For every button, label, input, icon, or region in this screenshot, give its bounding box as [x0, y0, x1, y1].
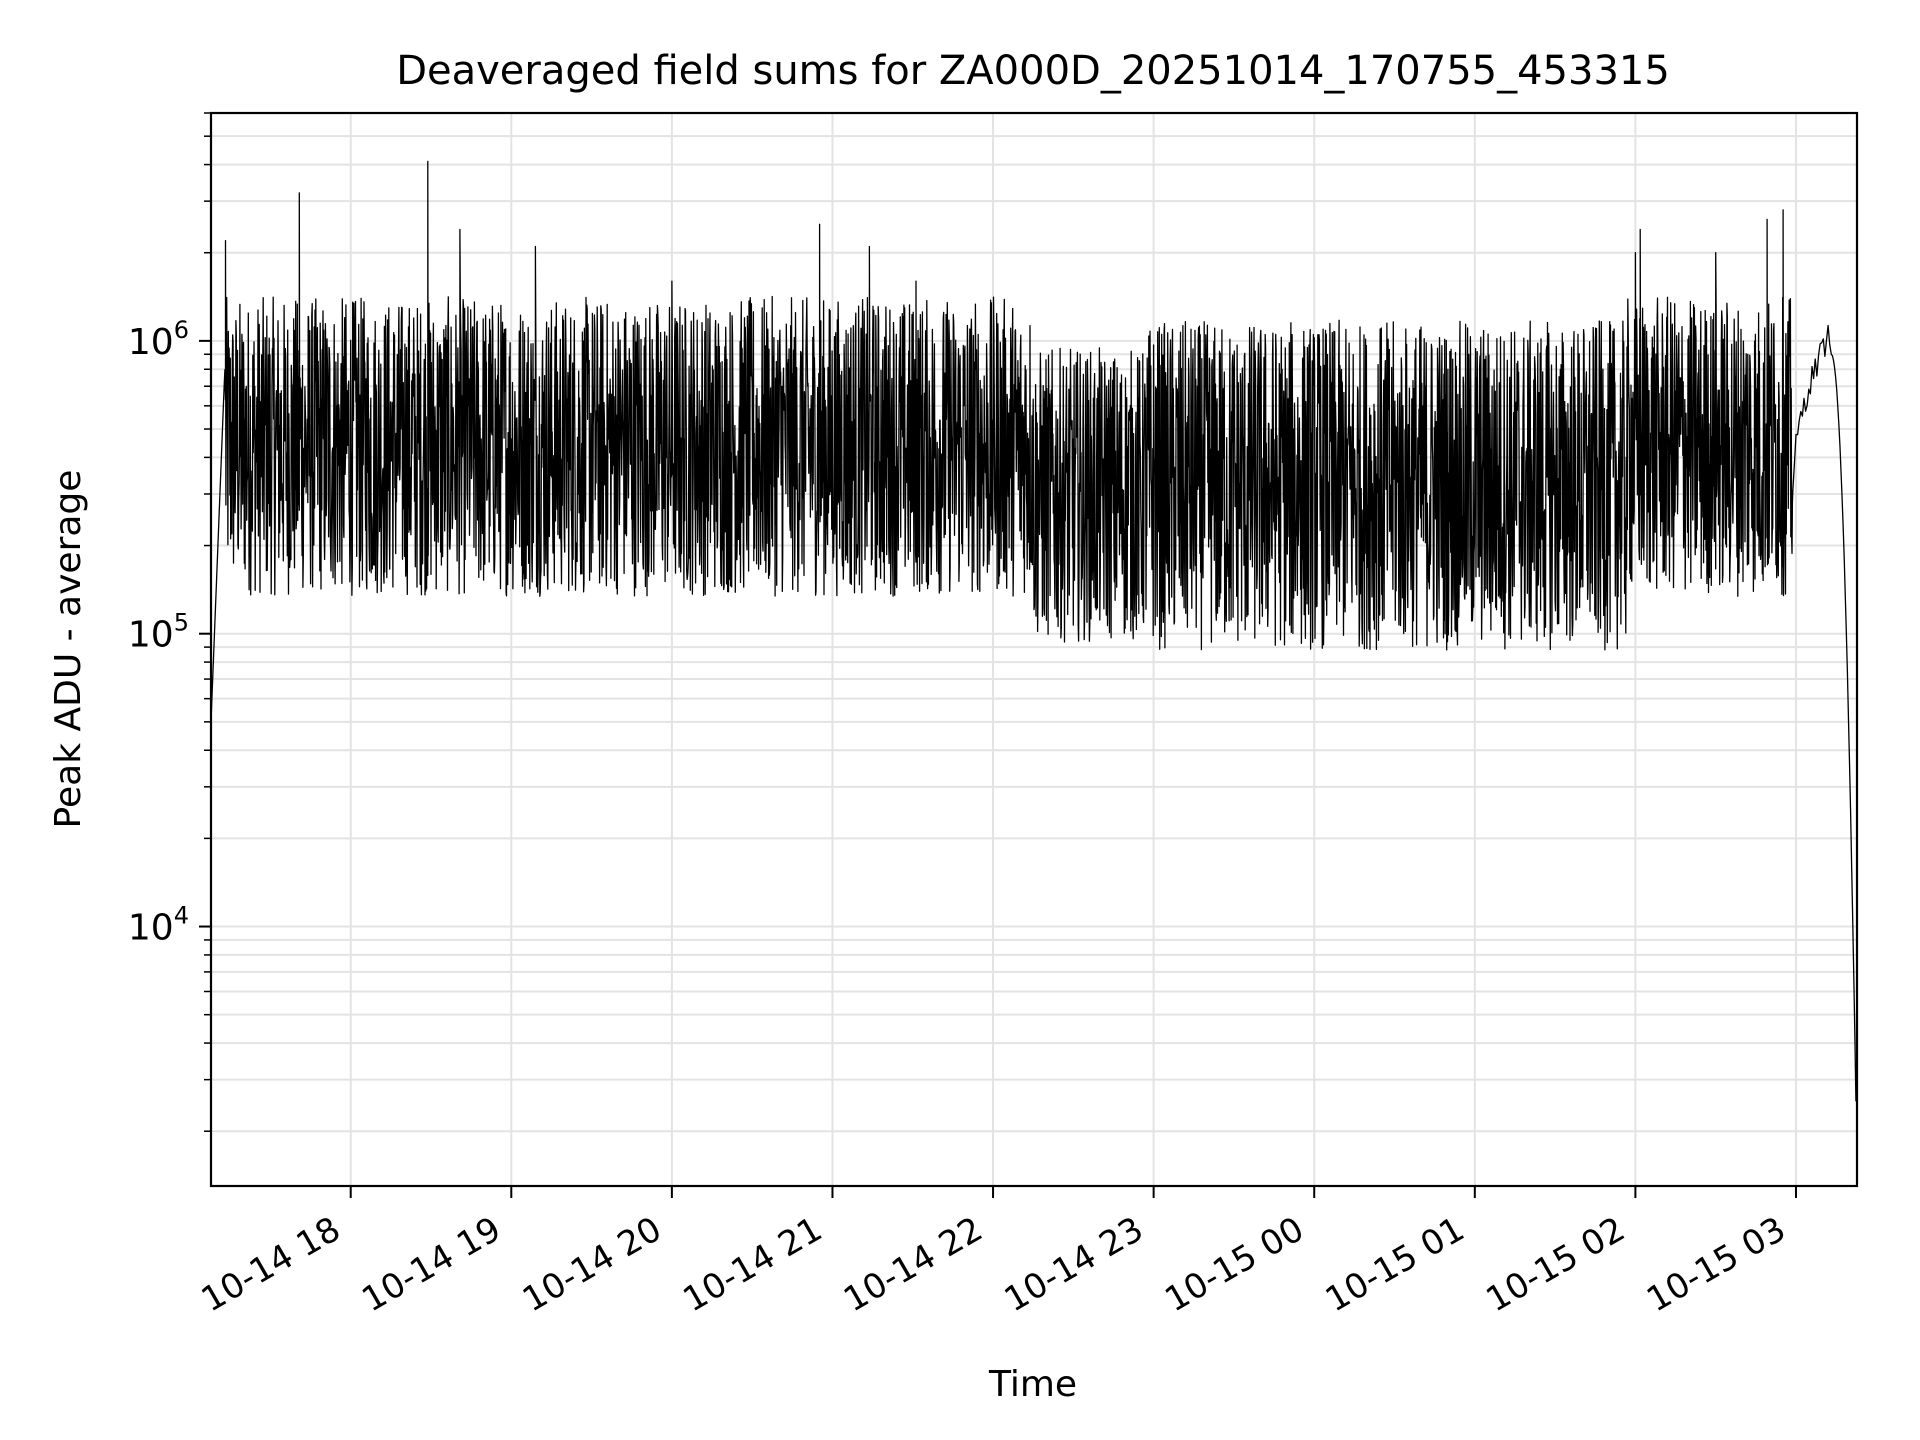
- y-tick-label: 105: [128, 609, 189, 656]
- x-axis-label: Time: [988, 1364, 1077, 1405]
- y-tick-label: 106: [128, 316, 189, 363]
- plot-frame: [209, 111, 1859, 1188]
- y-tick-label: 104: [128, 902, 189, 949]
- series-layer: [210, 160, 1857, 1102]
- y-axis: 104 105 106: [128, 112, 211, 1132]
- chart-title: Deaveraged field sums for ZA000D_2025101…: [396, 48, 1670, 94]
- series-line: [210, 160, 1857, 1102]
- y-axis-label: Peak ADU - average: [48, 470, 89, 829]
